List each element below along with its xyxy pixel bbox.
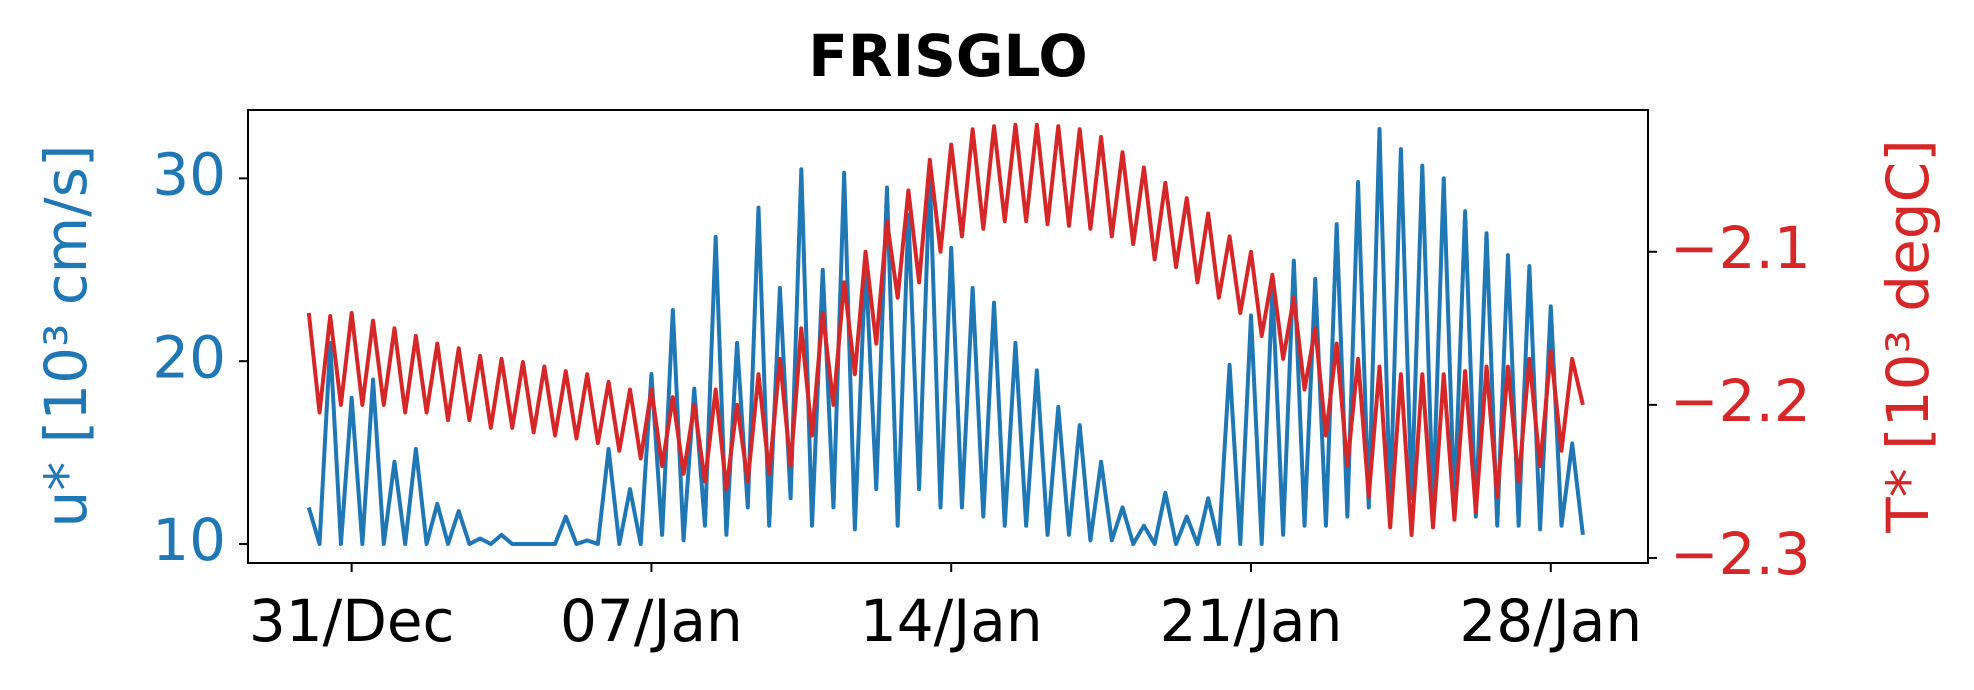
y2-axis-label: T* [10³ degC] [1874,139,1942,533]
series-line [306,127,1585,546]
y-tick-label: 30 [152,140,226,208]
y-axis-label: u* [10³ cm/s] [32,144,100,527]
y-tick-label: 20 [152,323,226,391]
plot-frame [247,109,1649,564]
series-line [306,122,1585,537]
x-tick-label: 31/Dec [249,587,455,655]
x-tick-label: 14/Jan [860,587,1043,655]
y2-tick-label: −2.3 [1670,520,1811,588]
y-tick-label: 10 [152,506,226,574]
x-tick-label: 21/Jan [1160,587,1343,655]
x-tick-label: 07/Jan [560,587,743,655]
y2-tick-label: −2.1 [1670,214,1811,282]
chart-title: FRISGLO [808,22,1087,90]
x-tick-label: 28/Jan [1459,587,1642,655]
y2-tick-label: −2.2 [1670,367,1811,435]
